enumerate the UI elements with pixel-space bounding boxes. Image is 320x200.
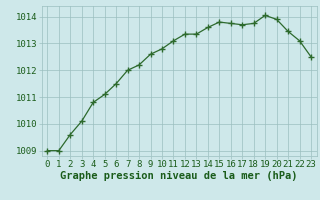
X-axis label: Graphe pression niveau de la mer (hPa): Graphe pression niveau de la mer (hPa) xyxy=(60,171,298,181)
